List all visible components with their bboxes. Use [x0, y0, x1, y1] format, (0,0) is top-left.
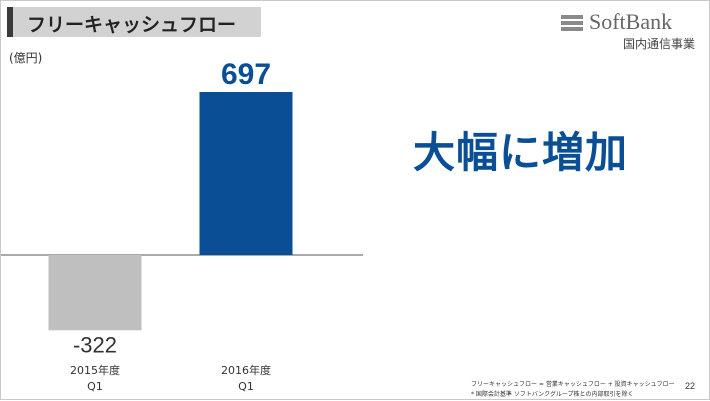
page-number: 22	[684, 381, 695, 391]
headline: 大幅に増加	[413, 128, 629, 177]
slide-title: フリーキャッシュフロー	[27, 14, 237, 36]
bar-chart: -322 2015年度 Q1 697 2016年度 Q1	[1, 58, 363, 393]
unit-label: (億円)	[9, 51, 43, 65]
category-label-1: 2016年度 Q1	[221, 363, 271, 393]
bar-1	[199, 92, 293, 255]
softbank-logo: SoftBank 国内通信事業	[555, 9, 695, 51]
data-label-1: 697	[221, 58, 271, 91]
footnote-note: * 国際会計基準 ソフトバンクグループ株との内部取引を除く	[471, 391, 634, 398]
bar-0	[48, 255, 142, 331]
footnote-formula: フリーキャッシュフロー = 営業キャッシュフロー + 投資キャッシュフロー	[471, 381, 675, 388]
logo-name: SoftBank	[589, 9, 673, 34]
logo-bars-icon	[561, 15, 583, 31]
logo-subtitle: 国内通信事業	[622, 37, 695, 51]
category-label-0: 2015年度 Q1	[70, 363, 120, 393]
title-bar: フリーキャッシュフロー	[7, 7, 261, 37]
data-label-0: -322	[73, 332, 117, 357]
